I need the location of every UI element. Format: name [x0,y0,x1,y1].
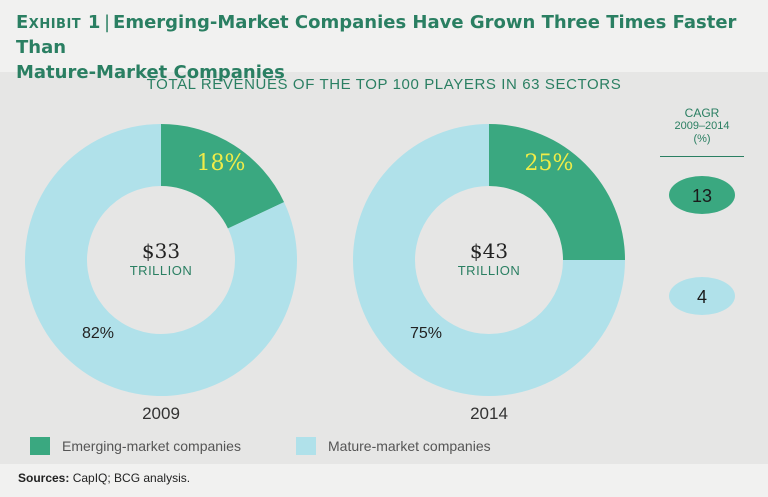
exhibit-title-line2: Mature-Market Companies [16,62,285,83]
exhibit-label: Exhibit 1 [16,12,101,33]
cagr-header-unit: (%) [693,133,711,145]
cagr-header-period: 2009–2014 [674,120,730,132]
cagr-header-title: CAGR [684,106,720,120]
source-note: Sources: CapIQ; BCG analysis. [18,471,190,485]
cagr-mature-oval [669,277,735,315]
source-text: CapIQ; BCG analysis. [69,471,191,485]
cagr-mature-value: 4 [697,287,707,307]
source-label: Sources: [18,471,70,485]
exhibit-separator: | [103,12,111,33]
legend-item-emerging: Emerging-market companies [30,436,241,456]
donut-2014-label-mature: 75% [410,325,442,342]
donut-2014-center-unit: TRILLION [458,263,521,278]
donut-2009-slice-mature [25,124,298,396]
cagr-divider [660,156,744,157]
cagr-emerging-value: 13 [692,186,712,206]
donut-2009-year-label: 2009 [142,404,180,423]
donut-2014-center-value: $43 [470,239,508,263]
donut-2009-center-value: $33 [142,239,180,263]
cagr-header: CAGR 2009–2014 (%) [660,107,744,146]
legend-label-mature: Mature-market companies [328,438,491,454]
donut-2009-label-emerging: 18% [197,151,246,176]
chart-subtitle: TOTAL REVENUES OF THE TOP 100 PLAYERS IN… [146,76,622,93]
exhibit-title-line1: Emerging-Market Companies Have Grown Thr… [16,12,737,58]
donut-2014-slice-emerging [489,124,625,260]
donut-2009-label-mature: 82% [82,325,114,342]
donut-2014-year-label: 2014 [470,404,508,423]
donut-2009-center-unit: TRILLION [130,263,193,278]
legend-label-emerging: Emerging-market companies [62,438,241,454]
legend-swatch-mature [296,437,316,455]
donut-2014-slice-mature [353,124,625,396]
exhibit-title: Exhibit 1 | Emerging-Market Companies Have… [16,10,756,85]
cagr-emerging-oval [669,176,735,214]
donut-2014-label-emerging: 25% [525,151,574,176]
donut-2009-slice-emerging [161,124,285,229]
legend-item-mature: Mature-market companies [296,436,491,456]
legend-swatch-emerging [30,437,50,455]
